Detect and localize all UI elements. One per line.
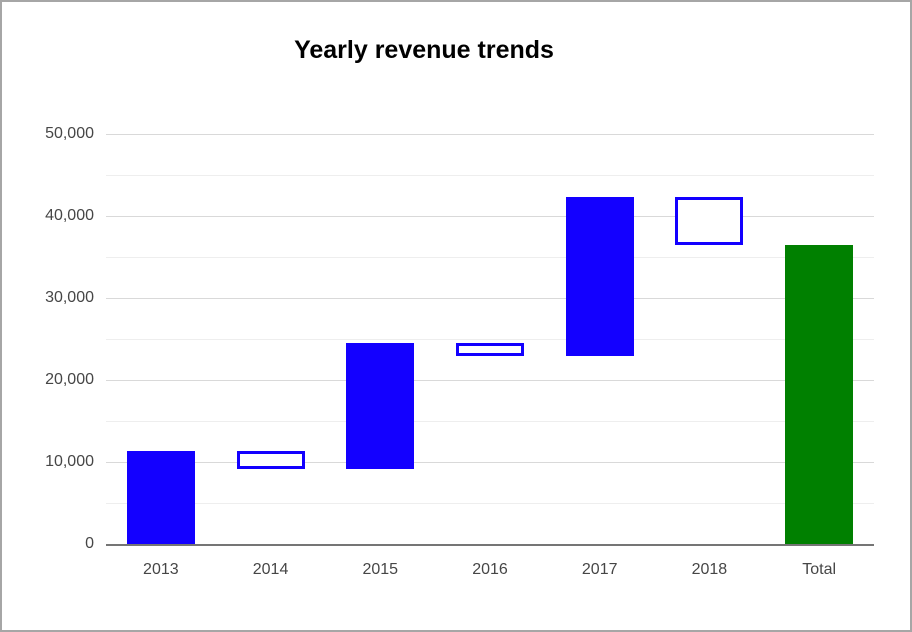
gridline-minor xyxy=(106,339,874,340)
gridline-major xyxy=(106,298,874,299)
gridline-major xyxy=(106,216,874,217)
plot-area xyxy=(106,134,874,546)
x-tick-label-2018: 2018 xyxy=(691,561,728,578)
x-axis-baseline xyxy=(106,544,874,546)
x-tick-label-total: Total xyxy=(802,561,837,578)
waterfall-bar-2015[interactable] xyxy=(346,343,415,469)
gridline-minor xyxy=(106,503,874,504)
x-tick-label-2016: 2016 xyxy=(472,561,508,578)
waterfall-bar-2013[interactable] xyxy=(126,451,195,544)
waterfall-bar-2016[interactable] xyxy=(456,343,524,357)
x-tick-label-2015: 2015 xyxy=(362,561,399,578)
gridline-minor xyxy=(106,421,874,422)
waterfall-bar-2018[interactable] xyxy=(675,197,744,245)
waterfall-bar-2017[interactable] xyxy=(565,197,634,357)
x-tick-label-2013: 2013 xyxy=(143,561,179,578)
y-tick-label: 50,000 xyxy=(45,125,94,142)
x-tick-label-2017: 2017 xyxy=(581,561,618,578)
waterfall-bar-total[interactable] xyxy=(785,244,854,544)
y-tick-label: 20,000 xyxy=(45,371,94,388)
gridline-major xyxy=(106,462,874,463)
gridline-major xyxy=(106,380,874,381)
y-tick-label: 40,000 xyxy=(45,207,94,224)
x-tick-label-2014: 2014 xyxy=(252,561,289,578)
chart-title: Yearly revenue trends xyxy=(294,36,554,64)
waterfall-bar-2014[interactable] xyxy=(236,451,305,469)
y-tick-label: 0 xyxy=(85,535,94,552)
gridline-major xyxy=(106,134,874,135)
y-tick-label: 10,000 xyxy=(45,453,94,470)
gridline-minor xyxy=(106,175,874,176)
y-tick-label: 30,000 xyxy=(45,289,94,306)
gridline-minor xyxy=(106,257,874,258)
